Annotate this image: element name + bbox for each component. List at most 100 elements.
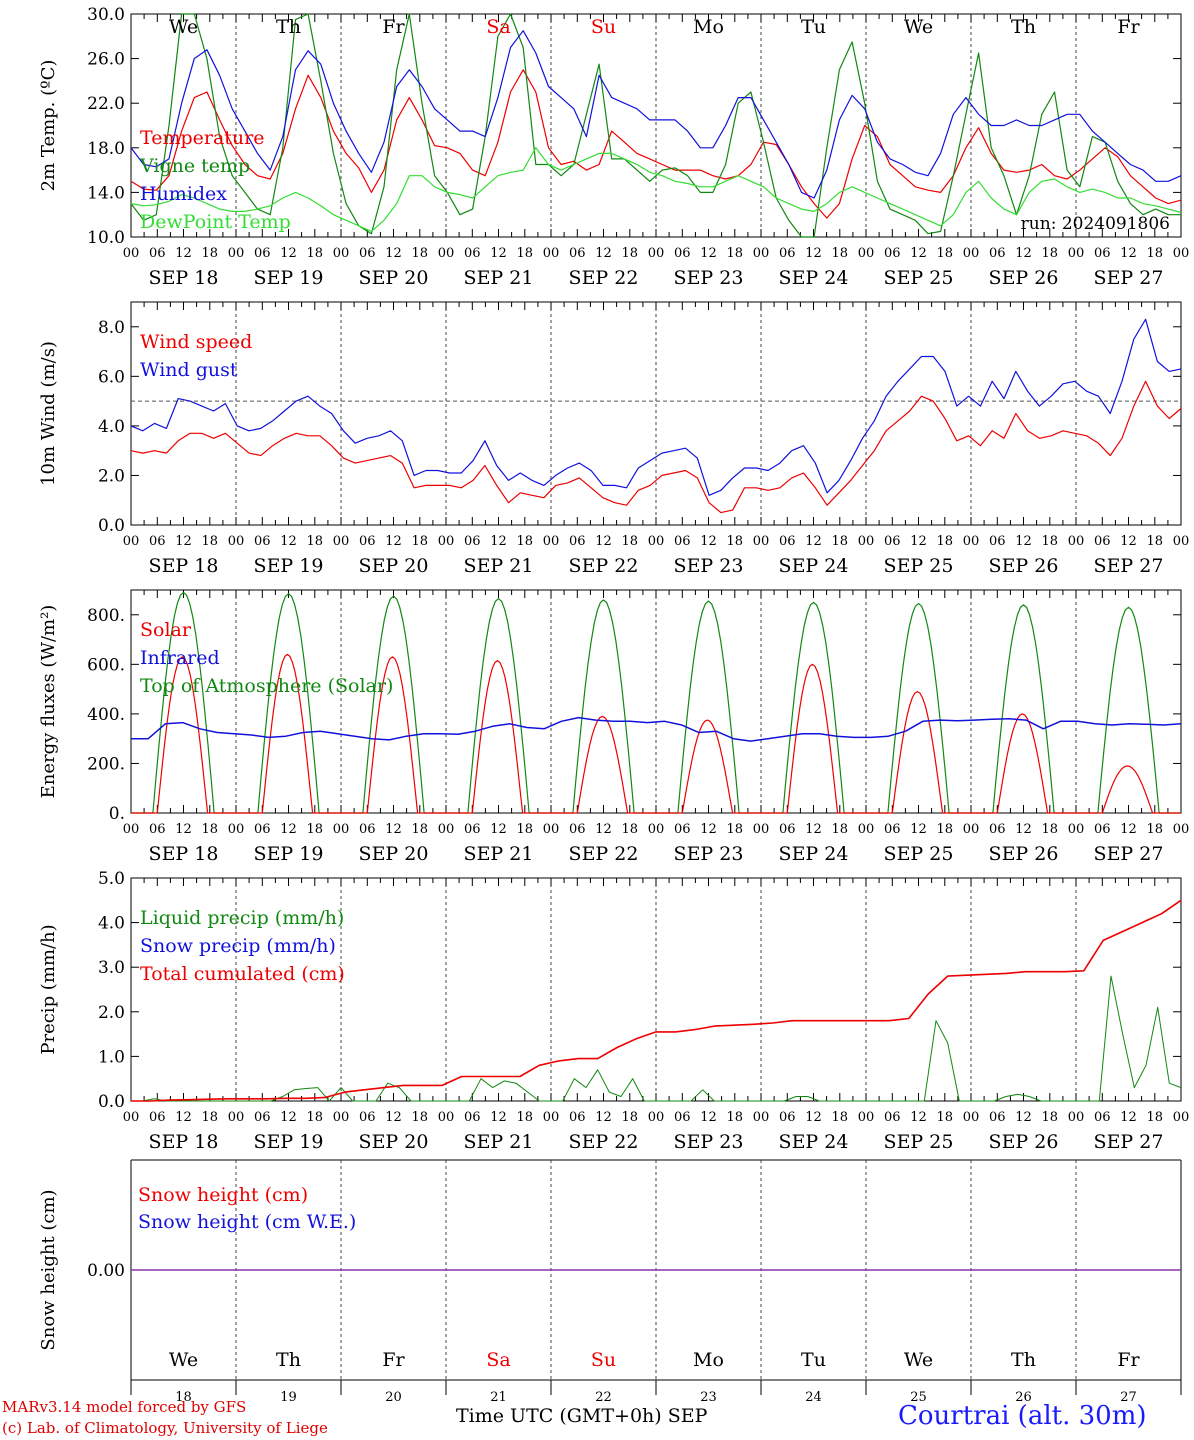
hour-tick-label: 06	[254, 534, 271, 549]
day-name-label: We	[904, 1349, 933, 1371]
hour-tick-label: 00	[333, 1110, 350, 1125]
day-name-label: Su	[591, 1349, 616, 1371]
series-line	[130, 30, 1182, 199]
hour-tick-label: 00	[543, 1110, 560, 1125]
hour-tick-label: 00	[438, 822, 455, 837]
legend-entry: Top of Atmosphere (Solar)	[140, 675, 393, 697]
date-label: SEP 23	[674, 267, 744, 289]
day-name-label: Th	[1011, 1349, 1036, 1371]
day-name-label: Tu	[801, 16, 826, 38]
hour-tick-label: 00	[1173, 822, 1190, 837]
y-tick-label: 800.	[87, 606, 125, 626]
hour-tick-label: 00	[438, 1110, 455, 1125]
series-line	[130, 318, 1182, 496]
hour-tick-label: 18	[831, 534, 848, 549]
date-label: SEP 18	[149, 1131, 219, 1153]
hour-tick-label: 06	[884, 246, 901, 261]
series-line	[131, 716, 1182, 742]
y-tick-label: 3.0	[98, 958, 125, 978]
hour-tick-label: 00	[963, 822, 980, 837]
panel-frame	[130, 589, 1182, 814]
y-tick-label: 5.0	[98, 869, 125, 889]
date-label: SEP 25	[884, 555, 954, 577]
y-tick-label: 8.0	[98, 318, 125, 338]
hour-tick-label: 06	[464, 1110, 481, 1125]
hour-tick-label: 00	[543, 822, 560, 837]
y-tick-label: 26.0	[87, 50, 125, 70]
y-tick-label: 200.	[87, 754, 125, 774]
hour-tick-label: 00	[858, 246, 875, 261]
model-credit: MARv3.14 model forced by GFS	[2, 1398, 247, 1416]
hour-tick-label: 06	[569, 534, 586, 549]
hour-tick-label: 06	[464, 822, 481, 837]
hour-tick-label: 12	[280, 534, 297, 549]
hour-tick-label: 00	[228, 822, 245, 837]
x-ticks	[130, 302, 1182, 525]
day-number-label: 23	[700, 1390, 717, 1405]
day-name-label: Tu	[801, 1349, 826, 1371]
series-line	[130, 69, 1182, 219]
legend-entry: Solar	[140, 619, 192, 641]
date-label: SEP 18	[149, 267, 219, 289]
y-tick-label: 10.0	[87, 228, 125, 248]
hour-tick-label: 12	[1120, 534, 1137, 549]
date-label: SEP 21	[464, 843, 534, 865]
hour-tick-label: 18	[306, 822, 323, 837]
day-number-label: 22	[595, 1390, 612, 1405]
hour-tick-label: 18	[201, 1110, 218, 1125]
hour-tick-label: 06	[569, 246, 586, 261]
hour-tick-label: 00	[438, 246, 455, 261]
date-label: SEP 23	[674, 1131, 744, 1153]
location-label: Courtrai (alt. 30m)	[898, 1401, 1147, 1431]
hour-tick-label: 06	[779, 246, 796, 261]
time-axis-label: Time UTC (GMT+0h) SEP	[456, 1405, 708, 1427]
date-label: SEP 20	[359, 1131, 429, 1153]
y-tick-label: 4.0	[98, 417, 125, 437]
series-line	[130, 147, 1182, 232]
date-label: SEP 18	[149, 555, 219, 577]
date-label: SEP 19	[254, 1131, 324, 1153]
y-tick-label: 2.0	[98, 1003, 125, 1023]
date-label: SEP 25	[884, 267, 954, 289]
hour-tick-label: 18	[516, 1110, 533, 1125]
date-label: SEP 20	[359, 843, 429, 865]
hour-tick-label: 06	[779, 1110, 796, 1125]
hour-tick-label: 00	[1068, 1110, 1085, 1125]
hour-tick-label: 00	[648, 822, 665, 837]
legend-entry: Vigne temp	[139, 155, 250, 177]
hour-tick-label: 18	[201, 822, 218, 837]
legend-entry: Temperature	[140, 127, 264, 149]
date-label: SEP 24	[779, 555, 849, 577]
series-line	[131, 653, 1181, 814]
hour-tick-label: 00	[753, 822, 770, 837]
hour-tick-label: 06	[1094, 534, 1111, 549]
date-label: SEP 22	[569, 267, 639, 289]
day-name-label: Mo	[693, 16, 724, 38]
series-line	[130, 13, 1181, 238]
hour-tick-label: 18	[831, 822, 848, 837]
hour-tick-label: 00	[543, 246, 560, 261]
hour-tick-label: 06	[569, 822, 586, 837]
hour-tick-label: 06	[674, 246, 691, 261]
date-label: SEP 26	[989, 843, 1059, 865]
hour-tick-label: 00	[753, 534, 770, 549]
hour-tick-label: 00	[1173, 1110, 1190, 1125]
hour-tick-label: 00	[228, 534, 245, 549]
hour-tick-label: 12	[280, 246, 297, 261]
hour-tick-label: 18	[306, 246, 323, 261]
hour-tick-label: 12	[595, 246, 612, 261]
hour-tick-label: 00	[228, 246, 245, 261]
legend-entry: Wind gust	[140, 359, 238, 381]
legend-entry: Total cumulated (cm)	[140, 963, 345, 985]
hour-tick-label: 18	[411, 534, 428, 549]
date-label: SEP 23	[674, 843, 744, 865]
y-tick-label: 2.0	[98, 466, 125, 486]
y-axis-label: 2m Temp. (ºC)	[38, 60, 59, 192]
hour-tick-label: 18	[726, 822, 743, 837]
x-ticks	[130, 14, 1182, 237]
hour-tick-label: 00	[1068, 246, 1085, 261]
day-name-label: Th	[1011, 16, 1036, 38]
series-line	[130, 380, 1182, 514]
hour-tick-label: 00	[648, 1110, 665, 1125]
hour-tick-label: 06	[779, 822, 796, 837]
